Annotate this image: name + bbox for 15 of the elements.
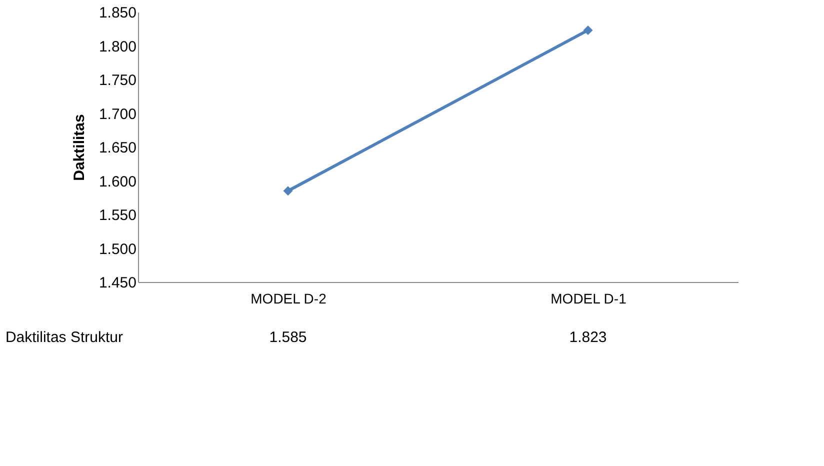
data-label: 1.823: [569, 329, 607, 346]
y-axis-title: Daktilitas: [70, 114, 88, 181]
data-label: 1.585: [269, 329, 307, 346]
x-tick-label: MODEL D-2: [250, 290, 327, 306]
x-tick-label: MODEL D-1: [550, 290, 627, 306]
y-tick-label: 1.550: [98, 207, 136, 224]
y-tick-label: 1.800: [98, 38, 136, 56]
y-tick-label: 1.600: [98, 173, 136, 190]
y-tick-label: 1.700: [98, 106, 136, 123]
y-tick-label: 1.850: [98, 4, 136, 22]
y-tick-label: 1.650: [98, 140, 136, 156]
text: Daktilitas Struktur: [5, 329, 123, 346]
y-tick-label: 1.500: [98, 240, 136, 258]
y-tick-label: 1.750: [98, 72, 136, 89]
y-tick-label: 1.450: [98, 274, 136, 292]
